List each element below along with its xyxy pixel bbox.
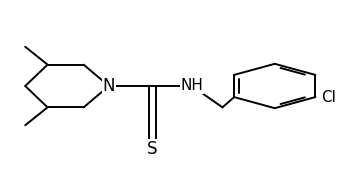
- Text: NH: NH: [180, 78, 203, 94]
- Text: N: N: [103, 77, 115, 95]
- Text: Cl: Cl: [321, 90, 336, 105]
- Text: S: S: [147, 140, 157, 158]
